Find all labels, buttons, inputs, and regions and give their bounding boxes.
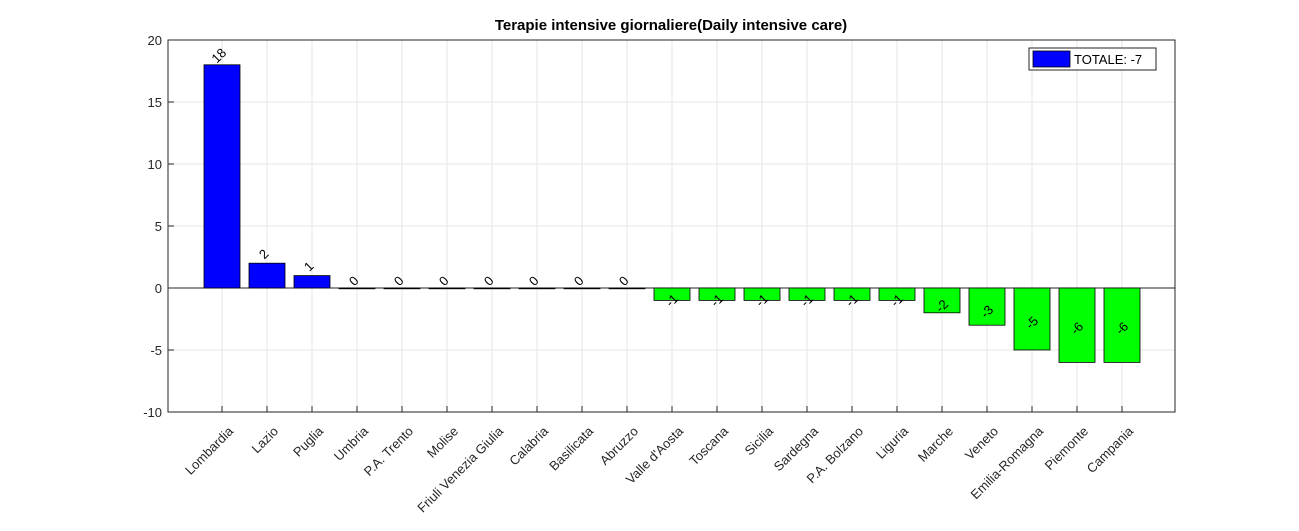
bar [968,287,1006,326]
y-tick-label: -5 [150,343,162,358]
data-label: 0 [346,273,362,289]
x-tick-label: P.A. Trento [361,424,416,479]
bar [428,287,466,290]
x-tick-label: Molise [424,424,461,461]
bar [608,287,646,290]
x-tick-label: Puglia [290,423,327,460]
x-tick-label: Umbria [331,423,372,464]
chart-title: Terapie intensive giornaliere(Daily inte… [495,17,847,34]
legend-label: TOTALE: -7 [1074,52,1142,67]
x-tick-label: Toscana [686,423,731,468]
x-tick-label: Lazio [249,424,282,457]
bar [1058,287,1096,363]
bar [293,275,331,289]
data-label: 18 [208,45,229,66]
y-axis: -10 -5 0 5 10 15 20 [143,33,174,420]
bar [923,287,961,314]
bar [338,287,376,290]
data-label: 0 [391,273,407,289]
bar [248,262,286,289]
bar [518,287,556,290]
x-tick-label: Sicilia [741,423,776,458]
bar [878,287,916,301]
data-label: 0 [436,273,452,289]
y-tick-label: 5 [155,219,162,234]
bar [563,287,601,290]
data-label: 0 [526,273,542,289]
bar [1103,287,1141,363]
legend: TOTALE: -7 [1028,47,1157,71]
y-tick-label: -10 [143,405,162,420]
data-label: 2 [256,246,272,262]
bar [653,287,691,301]
x-tick-label: Basilicata [546,423,596,473]
x-tick-label: Abruzzo [597,424,641,468]
x-tick-label: Veneto [962,424,1001,463]
x-tick-label: Friuli Venezia Giulia [414,423,506,515]
y-tick-label: 10 [148,157,162,172]
bar [833,287,871,301]
bar [698,287,736,301]
x-tick-label: Calabria [506,423,551,468]
y-tick-label: 15 [148,95,162,110]
x-tick-label: Liguria [873,423,912,462]
x-tick-label: Campania [1084,423,1137,476]
bar [383,287,421,290]
bar [788,287,826,301]
y-tick-label: 20 [148,33,162,48]
grid-lines [168,39,1175,413]
bar [743,287,781,301]
legend-swatch [1032,50,1071,68]
y-tick-label: 0 [155,281,162,296]
bar [473,287,511,290]
bar [1013,287,1051,351]
bar [203,64,241,289]
data-label: 0 [616,273,632,289]
data-label: 0 [481,273,497,289]
x-tick-label: Lombardia [182,423,237,478]
data-label: 1 [301,259,317,275]
data-label: 0 [571,273,587,289]
x-tick-label: Marche [915,424,956,465]
